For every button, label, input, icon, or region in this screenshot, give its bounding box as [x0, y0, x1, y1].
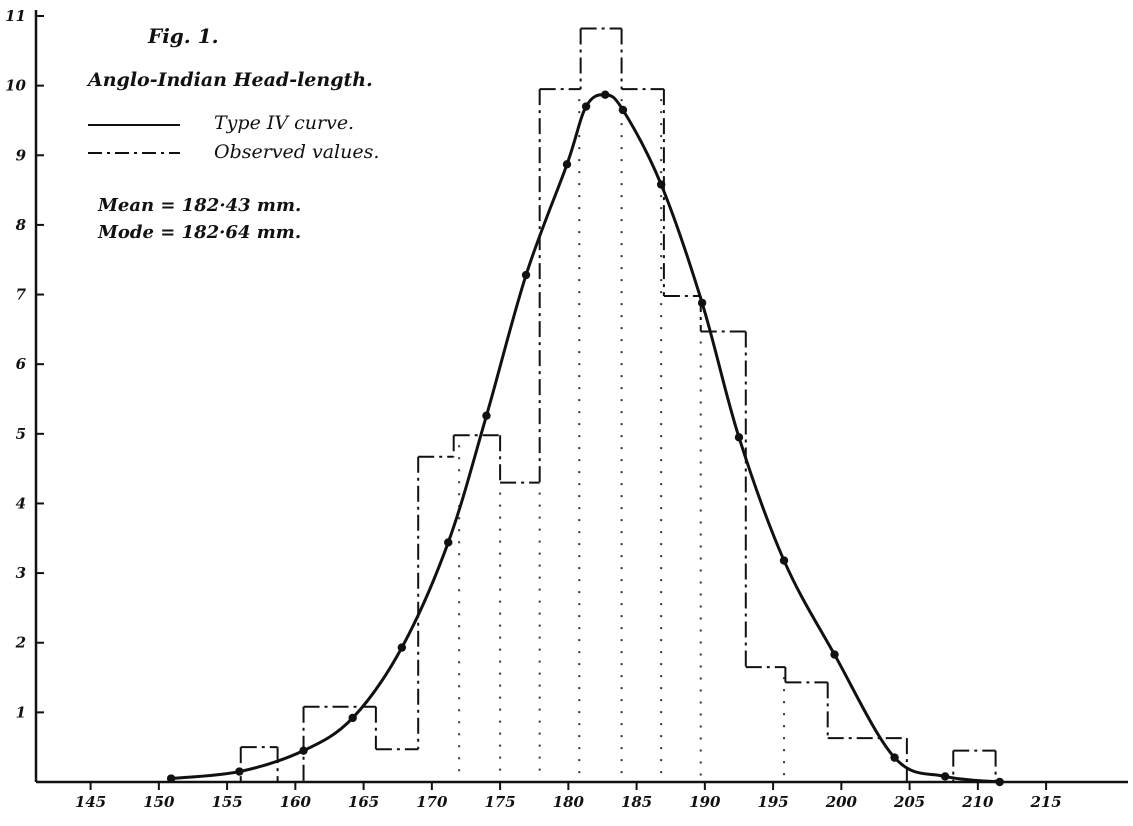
curve-point	[830, 650, 839, 659]
y-tick-label: 5	[16, 425, 26, 443]
x-tick-label: 165	[348, 793, 379, 811]
curve-point	[348, 713, 357, 723]
curve-point	[779, 556, 789, 565]
legend-item-observed: Observed values.	[88, 141, 448, 167]
x-tick-label: 195	[757, 793, 788, 811]
mean-annotation: Mean = 182·43 mm.	[98, 195, 302, 216]
x-tick-label: 205	[893, 793, 925, 811]
chart-subtitle: Anglo-Indian Head-length.	[88, 69, 373, 91]
x-tick-label: 200	[825, 793, 858, 811]
curve-point	[482, 411, 491, 420]
legend-solid-line	[88, 124, 180, 126]
curve-point	[397, 643, 407, 652]
curve-point	[697, 298, 707, 308]
curve-point	[444, 538, 453, 547]
x-tick-label: 145	[75, 793, 106, 811]
x-tick-label: 160	[280, 793, 312, 811]
chart-title: Fig. 1.	[148, 24, 219, 48]
curve-point	[618, 105, 628, 115]
y-tick-label: 8	[16, 216, 27, 234]
x-tick-label: 210	[961, 793, 994, 811]
y-tick-label: 6	[16, 355, 27, 373]
curve-point	[940, 772, 950, 781]
x-tick-label: 175	[484, 793, 515, 811]
legend-label-curve: Type IV curve.	[214, 112, 355, 134]
legend-dashdot-line	[88, 152, 180, 154]
curve-point	[734, 433, 744, 442]
dotted-verticals	[458, 99, 786, 778]
curve-point	[299, 746, 308, 755]
y-tick-label: 2	[15, 634, 26, 652]
observed-histogram	[239, 27, 997, 782]
type-iv-curve-layer	[166, 90, 1004, 787]
y-tick-label: 10	[5, 77, 26, 95]
curve-point	[601, 90, 610, 99]
curve-point	[581, 102, 591, 111]
y-tick-label: 9	[16, 146, 27, 164]
x-tick-label: 150	[143, 793, 175, 811]
curve-point	[166, 774, 176, 783]
curve-point	[521, 270, 531, 280]
x-tick-label: 190	[689, 793, 721, 811]
x-tick-label: 185	[621, 793, 652, 811]
x-tick-label: 180	[553, 793, 585, 811]
y-tick-label: 11	[5, 7, 26, 25]
x-tick-label: 215	[1029, 793, 1061, 811]
axes: 1 2 3 4 5 6 7 8 9 10 11 145 150 155 160 165 170 175 180 185…	[5, 7, 1128, 811]
legend-label-observed: Observed values.	[214, 141, 380, 163]
legend-item-curve: Type IV curve.	[88, 112, 448, 138]
curve-point	[562, 160, 572, 169]
x-tick-label: 170	[416, 793, 448, 811]
curve-point	[656, 180, 666, 189]
curve-point	[890, 753, 899, 762]
y-tick-label: 7	[16, 286, 27, 304]
y-tick-label: 3	[16, 564, 26, 582]
x-tick-label: 155	[211, 793, 242, 811]
type-iv-curve	[170, 93, 1000, 784]
mode-annotation: Mode = 182·64 mm.	[98, 222, 302, 243]
curve-point	[235, 767, 244, 776]
y-tick-label: 1	[16, 703, 26, 721]
y-tick-label: 4	[16, 494, 26, 512]
